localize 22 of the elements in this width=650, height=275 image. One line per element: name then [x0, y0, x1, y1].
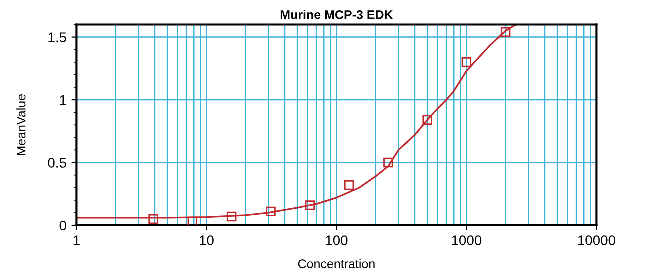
point [344, 180, 354, 190]
x-axis-title: Concentration [298, 259, 375, 268]
point [422, 115, 432, 125]
y-tick-label: 0.5 [48, 158, 66, 168]
x-tick-label: 1000 [452, 236, 482, 246]
point [462, 58, 472, 68]
point [148, 214, 158, 224]
y-tick-label: 1 [60, 96, 66, 106]
x-tick-label: 10 [200, 236, 214, 246]
y-axis-title: MeanValue [16, 94, 26, 156]
chart-title: Murine MCP-3 EDK [280, 10, 394, 20]
point [266, 206, 276, 217]
x-tick-label: 1 [74, 236, 80, 246]
point [305, 200, 316, 210]
x-tick-label: 100 [326, 236, 348, 246]
y-tick-label: 1.5 [48, 32, 66, 42]
point [226, 212, 237, 222]
point [384, 158, 394, 168]
x-tick-label: 10000 [578, 236, 616, 246]
point [500, 27, 511, 38]
y-tick-label: 0 [60, 220, 66, 231]
point [188, 216, 198, 226]
